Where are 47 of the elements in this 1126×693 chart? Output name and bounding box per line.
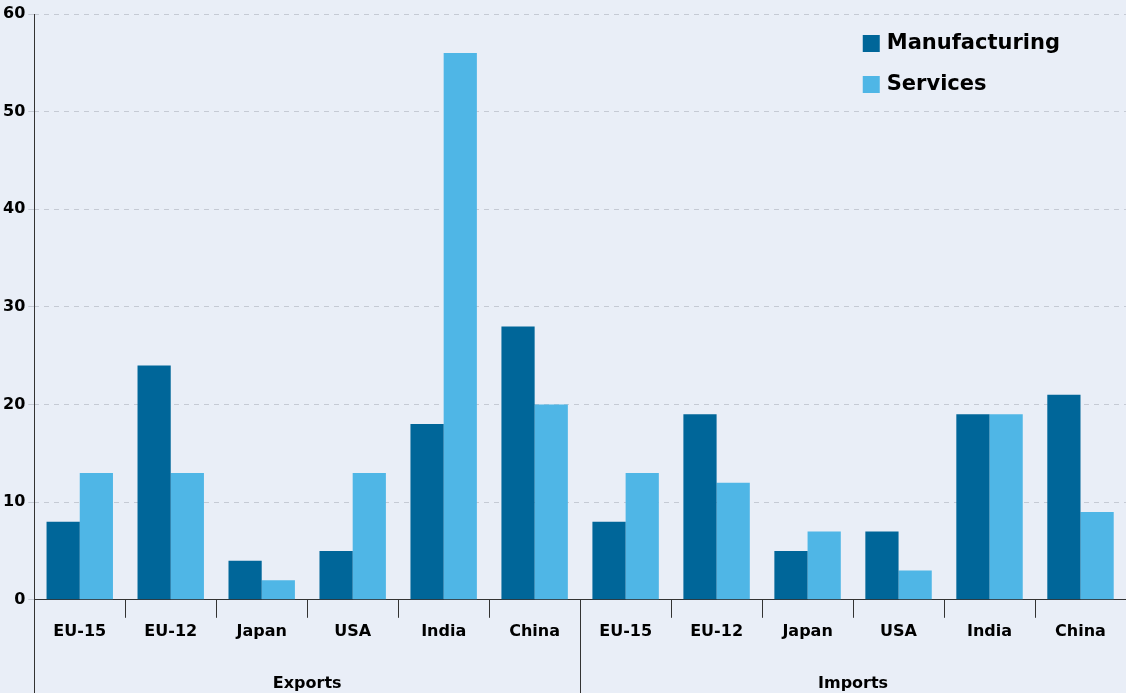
bar: [410, 424, 444, 600]
x-tick-label: EU-12: [144, 620, 198, 640]
y-tick-label: 60: [3, 3, 26, 23]
bar: [716, 482, 750, 600]
bar: [46, 521, 80, 600]
y-tick-label: 10: [3, 491, 26, 511]
x-tick-label: USA: [880, 620, 918, 640]
x-tick-label: India: [421, 620, 467, 640]
y-tick-label: 30: [3, 296, 26, 316]
x-tick-label: India: [966, 620, 1013, 640]
bar: [319, 550, 353, 600]
x-tick-label: China: [1055, 620, 1106, 640]
bar: [443, 53, 477, 600]
x-tick-label: EU-15: [599, 620, 653, 640]
bar: [79, 472, 113, 600]
bar: [898, 570, 932, 600]
bar: [807, 531, 841, 600]
bar: [228, 560, 262, 600]
y-tick-label: 40: [3, 198, 26, 218]
bar: [352, 472, 386, 600]
bar: [774, 550, 808, 600]
x-tick-label: USA: [334, 620, 372, 640]
bar: [683, 414, 717, 600]
bar: [501, 326, 535, 600]
legend-label: Manufacturing: [886, 30, 1060, 55]
legend-label: Services: [886, 71, 987, 96]
bar: [1080, 511, 1114, 600]
y-tick-label: 50: [3, 100, 26, 120]
bar: [625, 472, 659, 600]
y-tick-label: 0: [14, 588, 26, 608]
x-tick-label: China: [509, 620, 561, 640]
text: Imports: [818, 673, 889, 693]
x-tick-label: EU-12: [690, 620, 744, 640]
x-tick-label: Japan: [235, 620, 287, 640]
y-tick-label: 20: [3, 393, 26, 413]
bar: [989, 414, 1023, 600]
bar: [956, 414, 990, 600]
bar: [261, 580, 295, 600]
bar: [592, 521, 626, 600]
x-tick-label: Japan: [781, 620, 833, 640]
bar: [137, 365, 171, 600]
x-tick-label: EU-15: [53, 620, 107, 640]
bar: [534, 404, 568, 600]
bar: [1047, 394, 1081, 600]
bar: [170, 472, 204, 600]
bar: [865, 531, 899, 600]
text: Exports: [272, 673, 342, 693]
